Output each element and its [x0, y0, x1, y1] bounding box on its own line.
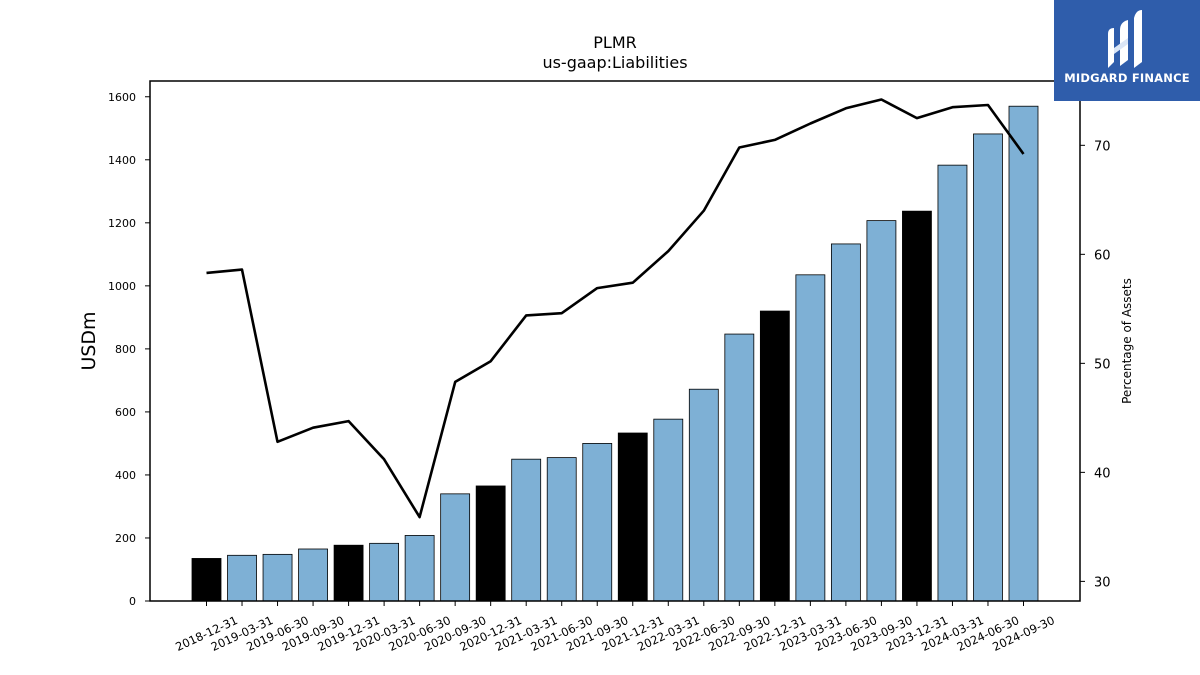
bar	[902, 210, 932, 602]
y-tick-label: 200	[115, 532, 136, 545]
line-path	[206, 98, 1025, 519]
bar-series	[191, 105, 1039, 602]
bar	[404, 535, 435, 602]
bar	[866, 220, 897, 602]
y-tick-label: 1000	[108, 280, 136, 293]
bar	[653, 418, 684, 602]
y-axis-right: 30 40 50 60 70	[1080, 139, 1111, 590]
brand-logo: MIDGARD FINANCE	[1054, 0, 1200, 101]
y-tick-label: 1400	[108, 154, 136, 167]
bar	[688, 388, 719, 602]
y2-tick-label: 70	[1094, 139, 1111, 154]
bar	[830, 243, 861, 602]
y2-tick-label: 60	[1094, 248, 1111, 263]
bar	[724, 333, 755, 602]
y-axis-label: USDm	[78, 311, 100, 370]
bar	[298, 548, 328, 602]
plot-frame	[149, 80, 1081, 602]
bar	[227, 554, 257, 602]
bar	[369, 542, 400, 602]
chart-subtitle: us-gaap:Liabilities	[542, 53, 687, 72]
y2-tick-label: 30	[1094, 575, 1111, 590]
y2-tick-label: 40	[1094, 466, 1111, 481]
line-series	[206, 98, 1025, 519]
bar	[475, 485, 506, 602]
bar	[191, 558, 222, 602]
y-tick-label: 1600	[108, 91, 136, 104]
bar	[759, 310, 790, 602]
bar	[937, 164, 968, 602]
y-tick-label: 0	[129, 595, 136, 608]
y-tick-label: 1200	[108, 217, 136, 230]
brand-logo-text: MIDGARD FINANCE	[1064, 71, 1190, 85]
bar	[973, 133, 1003, 602]
y-tick-label: 800	[115, 343, 136, 356]
y2-axis-label: Percentage of Assets	[1120, 278, 1134, 404]
bar	[582, 443, 613, 602]
bar	[795, 274, 826, 602]
bar	[333, 544, 364, 602]
x-axis: 2018-12-312019-03-312019-06-302019-09-30…	[173, 601, 1057, 654]
y-tick-label: 600	[115, 406, 136, 419]
y-axis-left: 0 200 400 600 800 1000 1200 1400 1600	[108, 91, 150, 608]
bar	[262, 553, 293, 602]
bar	[617, 432, 648, 602]
y2-tick-label: 50	[1094, 357, 1111, 372]
bar	[546, 457, 577, 602]
midgard-logo-icon	[1108, 10, 1142, 68]
y-tick-label: 400	[115, 469, 136, 482]
bar	[440, 493, 471, 602]
bar	[1008, 105, 1039, 602]
chart-title: PLMR	[593, 33, 636, 52]
bar	[511, 458, 542, 602]
